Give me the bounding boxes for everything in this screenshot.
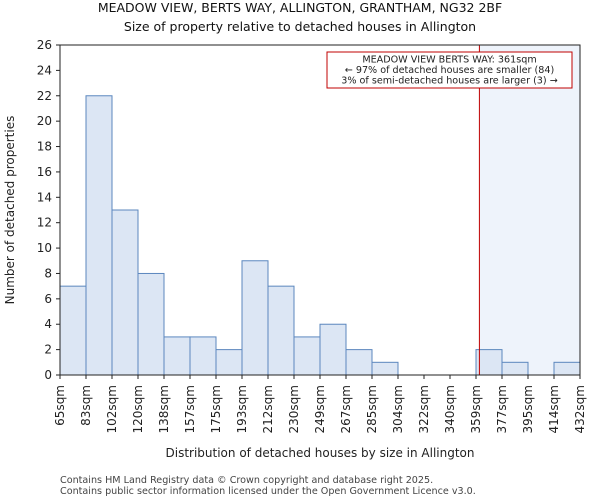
y-tick-label: 16 bbox=[37, 165, 52, 179]
y-tick-label: 12 bbox=[37, 216, 52, 230]
y-tick-label: 24 bbox=[37, 63, 52, 77]
annotation-box: MEADOW VIEW BERTS WAY: 361sqm ← 97% of d… bbox=[326, 51, 573, 89]
larger-region-shade bbox=[479, 45, 580, 375]
chart-subtitle: Size of property relative to detached ho… bbox=[124, 19, 476, 34]
y-tick-label: 18 bbox=[37, 140, 52, 154]
x-tick-label: 359sqm bbox=[469, 385, 483, 433]
histogram-bar-138sqm bbox=[163, 336, 191, 376]
annotation-line-larger: 3% of semi-detached houses are larger (3… bbox=[341, 76, 558, 87]
histogram-bar-102sqm bbox=[111, 209, 139, 376]
x-tick-label: 377sqm bbox=[495, 385, 509, 433]
footer-licence: Contains public sector information licen… bbox=[60, 486, 476, 497]
x-tick-label: 285sqm bbox=[365, 385, 379, 433]
x-axis-label: Distribution of detached houses by size … bbox=[166, 446, 475, 460]
histogram-bar-267sqm bbox=[345, 349, 373, 376]
y-axis-label: Number of detached properties bbox=[3, 116, 17, 305]
annotation-line-property: MEADOW VIEW BERTS WAY: 361sqm bbox=[362, 55, 536, 66]
histogram-bar-414sqm bbox=[553, 361, 581, 376]
x-tick-label: 83sqm bbox=[79, 385, 93, 426]
y-tick-label: 10 bbox=[37, 241, 52, 255]
annotation-border bbox=[326, 51, 573, 89]
x-tick-label: 138sqm bbox=[157, 385, 171, 433]
x-tick-label: 230sqm bbox=[287, 385, 301, 433]
histogram-bar-249sqm bbox=[319, 323, 347, 376]
x-tick-label: 102sqm bbox=[105, 385, 119, 433]
x-tick-label: 193sqm bbox=[235, 385, 249, 433]
x-tick-label: 175sqm bbox=[209, 385, 223, 433]
x-tick-label: 414sqm bbox=[547, 385, 561, 433]
histogram-bar-193sqm bbox=[241, 260, 269, 376]
histogram-bar-377sqm bbox=[501, 361, 529, 376]
histogram-bar-359sqm bbox=[475, 349, 503, 376]
histogram-bar-285sqm bbox=[371, 361, 399, 376]
x-tick-label: 395sqm bbox=[521, 385, 535, 433]
y-tick-label: 8 bbox=[44, 266, 52, 280]
x-tick-label: 322sqm bbox=[417, 385, 431, 433]
y-tick-label: 4 bbox=[44, 317, 52, 331]
y-tick-label: 14 bbox=[37, 190, 52, 204]
histogram-bar-65sqm bbox=[59, 285, 87, 376]
x-tick-label: 340sqm bbox=[443, 385, 457, 433]
x-tick-label: 157sqm bbox=[183, 385, 197, 433]
y-tick-label: 20 bbox=[37, 114, 52, 128]
x-tick-label: 432sqm bbox=[573, 385, 587, 433]
y-tick-label: 6 bbox=[44, 292, 52, 306]
histogram-bar-157sqm bbox=[189, 336, 217, 376]
histogram-bar-230sqm bbox=[293, 336, 321, 376]
x-tick-label: 304sqm bbox=[391, 385, 405, 433]
x-tick-label: 120sqm bbox=[131, 385, 145, 433]
y-tick-label: 26 bbox=[37, 38, 52, 52]
footer-copyright: Contains HM Land Registry data © Crown c… bbox=[60, 475, 433, 486]
histogram-bar-175sqm bbox=[215, 349, 243, 376]
bars-layer bbox=[59, 95, 581, 376]
x-tick-label: 212sqm bbox=[261, 385, 275, 433]
histogram-bar-212sqm bbox=[267, 285, 295, 376]
y-tick-label: 0 bbox=[44, 368, 52, 382]
x-tick-label: 249sqm bbox=[313, 385, 327, 433]
annotation-line-smaller: ← 97% of detached houses are smaller (84… bbox=[345, 65, 554, 76]
x-tick-label: 65sqm bbox=[53, 385, 67, 426]
chart-title: MEADOW VIEW, BERTS WAY, ALLINGTON, GRANT… bbox=[98, 0, 502, 15]
histogram-bar-83sqm bbox=[85, 95, 113, 376]
x-axis-ticks: 65sqm 83sqm 102sqm 120sqm 138sqm 157sqm 175sqm… bbox=[53, 375, 587, 433]
histogram-bar-120sqm bbox=[137, 272, 165, 376]
y-tick-label: 22 bbox=[37, 89, 52, 103]
x-tick-label: 267sqm bbox=[339, 385, 353, 433]
y-tick-label: 2 bbox=[44, 343, 52, 357]
